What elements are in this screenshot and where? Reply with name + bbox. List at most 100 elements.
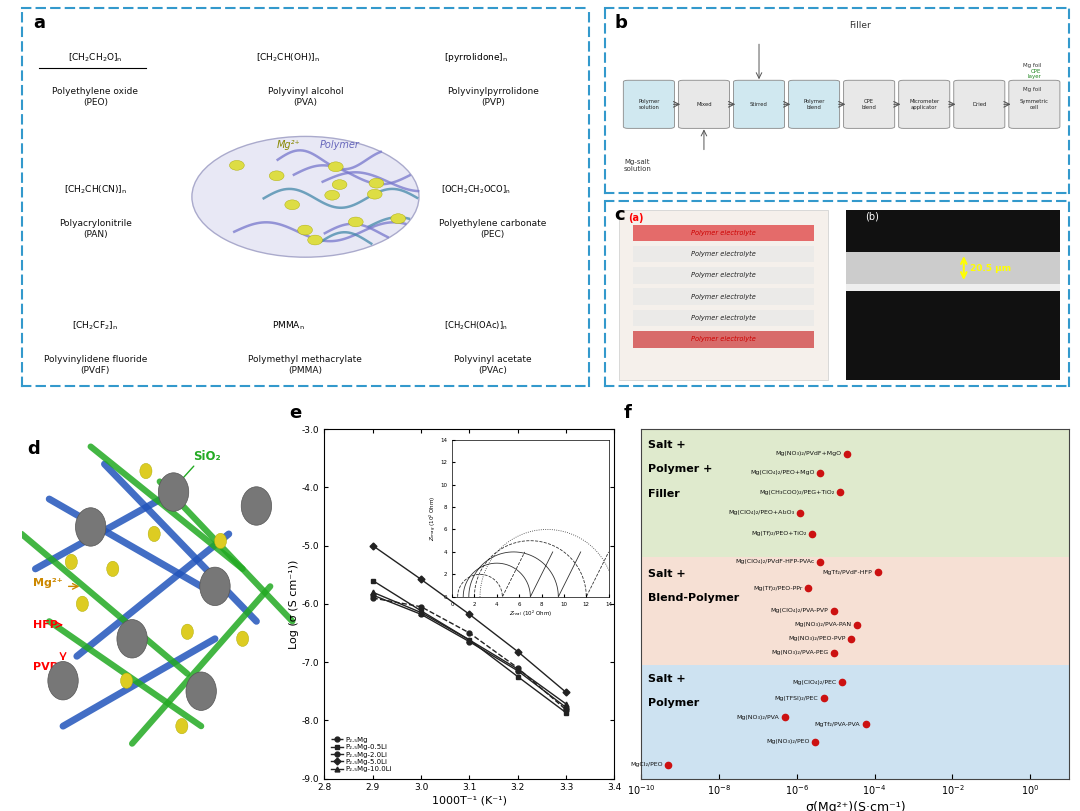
Circle shape — [107, 561, 119, 577]
Circle shape — [333, 180, 347, 190]
Text: (b): (b) — [865, 212, 879, 221]
Text: Mg(CH₃COO)₂/PEG+TiO₂: Mg(CH₃COO)₂/PEG+TiO₂ — [759, 490, 835, 495]
Text: (a): (a) — [627, 213, 644, 224]
Circle shape — [48, 662, 78, 700]
P₂.₅Mg-0.5Li — [415, 606, 428, 616]
Circle shape — [285, 200, 299, 210]
Text: Polyacrylonitrile
(PAN): Polyacrylonitrile (PAN) — [59, 220, 132, 239]
FancyBboxPatch shape — [1009, 80, 1059, 128]
FancyBboxPatch shape — [899, 80, 949, 128]
Bar — [847, 252, 1059, 285]
Bar — [847, 210, 1059, 380]
Text: $\sf{[CH_2CF_2]_n}$: $\sf{[CH_2CF_2]_n}$ — [72, 320, 119, 332]
Text: Polymer: Polymer — [320, 140, 360, 150]
Text: HFP: HFP — [32, 620, 57, 630]
Text: Mg(NO₃)₂/PVA-PAN: Mg(NO₃)₂/PVA-PAN — [794, 622, 851, 627]
P₂.₅Mg-0.5Li — [559, 708, 572, 718]
FancyBboxPatch shape — [678, 80, 729, 128]
Bar — [847, 284, 1059, 291]
Circle shape — [269, 171, 284, 181]
Bar — [642, 429, 1069, 556]
Text: $\sf{[OCH_2CH_2OCO]_n}$: $\sf{[OCH_2CH_2OCO]_n}$ — [441, 183, 511, 196]
Text: Mg²⁺: Mg²⁺ — [32, 578, 63, 588]
Text: e: e — [289, 404, 301, 423]
P₂.₅Mg-2.0Li — [366, 590, 379, 600]
Text: Mg(ClO₄)₂/PEO+Al₂O₃: Mg(ClO₄)₂/PEO+Al₂O₃ — [728, 510, 794, 516]
Text: $\sf{PMMA_n}$: $\sf{PMMA_n}$ — [272, 320, 305, 332]
Text: Mg-salt
solution: Mg-salt solution — [623, 159, 651, 172]
Text: Stirred: Stirred — [751, 102, 768, 107]
P₂.₅Mg-5.0Li — [415, 574, 428, 584]
Text: Micrometer
applicator: Micrometer applicator — [909, 99, 940, 109]
Circle shape — [159, 473, 189, 511]
FancyBboxPatch shape — [843, 80, 894, 128]
Text: Polyethylene carbonate
(PEC): Polyethylene carbonate (PEC) — [440, 220, 546, 239]
Text: b: b — [615, 14, 626, 32]
Text: Polymer electrolyte: Polymer electrolyte — [691, 251, 756, 257]
Text: Polyvinylpyrrolidone
(PVP): Polyvinylpyrrolidone (PVP) — [447, 88, 539, 107]
Text: Mg(Tf)₂/PEO+TiO₂: Mg(Tf)₂/PEO+TiO₂ — [752, 531, 807, 536]
Bar — [642, 665, 1069, 779]
Bar — [642, 556, 1069, 665]
Circle shape — [369, 178, 383, 188]
Bar — [619, 210, 827, 380]
Text: Mg(NO₃)₂/PEO: Mg(NO₃)₂/PEO — [766, 740, 810, 744]
Text: Polymer electrolyte: Polymer electrolyte — [691, 315, 756, 321]
Text: Mg(NO₃)₂/PVA: Mg(NO₃)₂/PVA — [737, 715, 780, 720]
Text: Polymethyl methacrylate
(PMMA): Polymethyl methacrylate (PMMA) — [248, 355, 363, 375]
Text: Polyethylene oxide
(PEO): Polyethylene oxide (PEO) — [53, 88, 138, 107]
Text: Polymer +: Polymer + — [648, 464, 712, 474]
Text: $\sf{[pyrrolidone]_n}$: $\sf{[pyrrolidone]_n}$ — [444, 51, 508, 64]
Circle shape — [298, 225, 312, 235]
Text: Mg(ClO₄)₂/PEC: Mg(ClO₄)₂/PEC — [793, 680, 837, 685]
P₂.₅Mg-10.0Li — [415, 607, 428, 617]
Circle shape — [148, 526, 160, 542]
P₂.₅Mg-5.0Li — [559, 688, 572, 697]
Text: MgCl₂/PEO: MgCl₂/PEO — [630, 762, 663, 767]
Text: Polyvinyl acetate
(PVAc): Polyvinyl acetate (PVAc) — [454, 355, 531, 375]
Text: Polymer electrolyte: Polymer electrolyte — [691, 230, 756, 236]
Text: CPE
blend: CPE blend — [862, 99, 877, 109]
Circle shape — [237, 631, 248, 646]
FancyBboxPatch shape — [788, 80, 839, 128]
Circle shape — [186, 672, 216, 710]
Text: Mg(NO₃)₂/PVA-PEG: Mg(NO₃)₂/PVA-PEG — [771, 650, 828, 655]
Text: Mg(TFSI)₂/PEC: Mg(TFSI)₂/PEC — [774, 696, 819, 701]
Circle shape — [181, 624, 193, 640]
P₂.₅Mg-2.0Li — [463, 637, 476, 646]
Line: P₂.₅Mg: P₂.₅Mg — [370, 595, 568, 712]
Text: Polymer
solution: Polymer solution — [638, 99, 660, 109]
Circle shape — [176, 719, 188, 734]
Text: Mg²⁺: Mg²⁺ — [276, 140, 300, 150]
P₂.₅Mg-5.0Li — [511, 646, 524, 656]
Text: Salt +: Salt + — [648, 440, 686, 449]
Text: $\sf{[CH_2CH(OAc)]_n}$: $\sf{[CH_2CH(OAc)]_n}$ — [444, 320, 508, 332]
P₂.₅Mg — [511, 663, 524, 673]
FancyBboxPatch shape — [623, 80, 674, 128]
Text: Mg(ClO₄)₂/PVA-PVP: Mg(ClO₄)₂/PVA-PVP — [770, 608, 828, 613]
P₂.₅Mg-2.0Li — [559, 702, 572, 712]
Text: Mg foil: Mg foil — [1023, 63, 1041, 68]
Text: Mg(ClO₄)₂/PVdF-HFP-PVAc: Mg(ClO₄)₂/PVdF-HFP-PVAc — [735, 560, 814, 564]
Line: P₂.₅Mg-0.5Li: P₂.₅Mg-0.5Li — [370, 578, 568, 715]
Text: CPE
layer: CPE layer — [1027, 69, 1041, 79]
Circle shape — [215, 534, 227, 548]
Line: P₂.₅Mg-10.0Li: P₂.₅Mg-10.0Li — [370, 590, 568, 706]
Y-axis label: Log (σ (S cm⁻¹)): Log (σ (S cm⁻¹)) — [289, 559, 299, 649]
P₂.₅Mg-10.0Li — [559, 699, 572, 709]
Line: P₂.₅Mg-2.0Li: P₂.₅Mg-2.0Li — [370, 593, 568, 710]
Circle shape — [367, 189, 382, 200]
Circle shape — [77, 596, 89, 611]
Circle shape — [241, 487, 272, 526]
Text: Polymer
blend: Polymer blend — [804, 99, 825, 109]
Text: Mg(NO₃)₂/PEO-PVP: Mg(NO₃)₂/PEO-PVP — [788, 637, 846, 642]
Text: $\sf{[CH_2CH(OH)]_n}$: $\sf{[CH_2CH(OH)]_n}$ — [256, 51, 321, 64]
Text: Polymer: Polymer — [648, 698, 699, 708]
Text: Dried: Dried — [972, 102, 986, 107]
P₂.₅Mg — [415, 602, 428, 611]
P₂.₅Mg-5.0Li — [366, 541, 379, 551]
Text: c: c — [615, 206, 624, 224]
Bar — [633, 310, 813, 326]
Bar — [633, 289, 813, 305]
Text: Mixed: Mixed — [697, 102, 712, 107]
